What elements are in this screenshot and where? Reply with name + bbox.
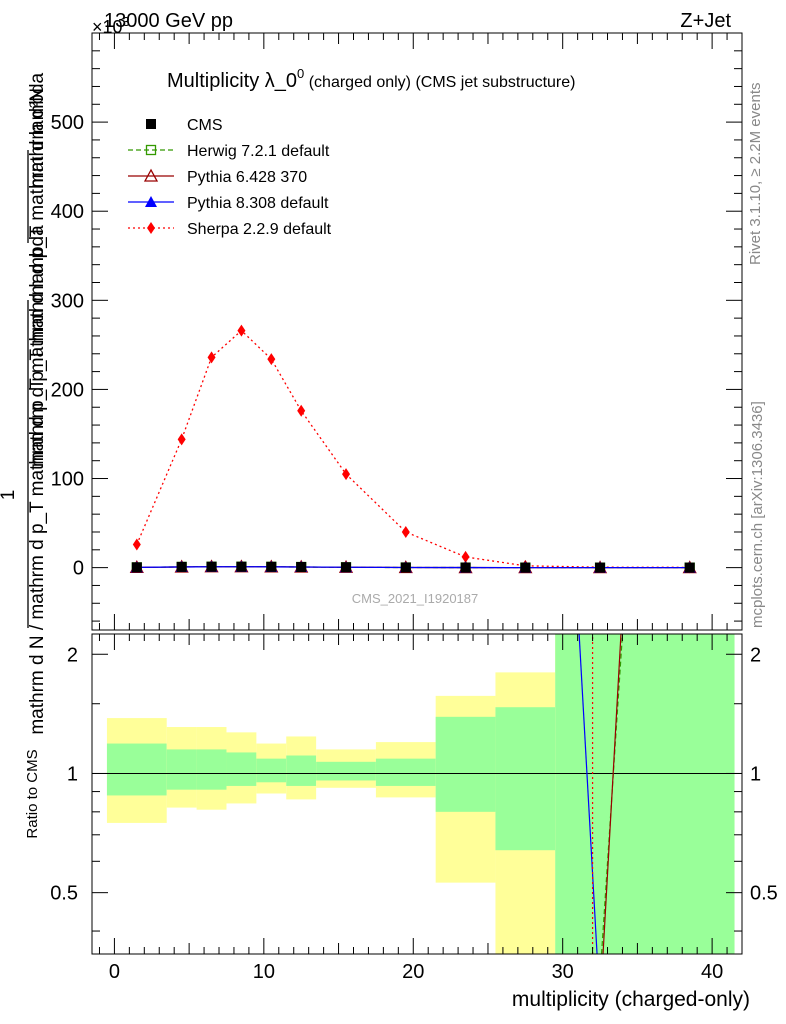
band-green (316, 761, 376, 781)
legend-label: Pythia 6.428 370 (187, 169, 307, 186)
legend-marker (143, 168, 159, 182)
data-point (684, 562, 695, 573)
legend-entry: Sherpa 2.2.9 default (128, 221, 332, 238)
header-process: Z+Jet (680, 10, 731, 32)
data-point (177, 433, 186, 446)
data-point (461, 550, 470, 563)
series-sherpa-2-2-9-default (132, 324, 694, 574)
plot-title: Multiplicity λ_00 (charged only) (CMS je… (167, 66, 575, 92)
data-point (236, 561, 247, 572)
y-label-numerator: mathrm d²N (27, 88, 48, 188)
legend-label: Pythia 8.308 default (187, 195, 329, 212)
band-green (435, 716, 496, 812)
data-point (460, 562, 471, 573)
y-tick-label: 500 (51, 112, 84, 134)
data-point (237, 324, 246, 337)
y-scale-exponent: ×103 (92, 14, 130, 37)
y-label-one: 1 (0, 490, 19, 501)
legend: CMS Herwig 7.2.1 default Pythia 6.428 370 P… (128, 117, 332, 238)
x-tick-label: 40 (701, 961, 723, 983)
main-plot-frame (91, 32, 743, 631)
y-tick-label: 200 (51, 379, 84, 401)
y-tick-label: 0 (73, 558, 84, 580)
x-tick-label: 20 (402, 961, 424, 983)
band-green (196, 749, 227, 790)
legend-entry: Pythia 8.308 default (128, 195, 329, 212)
data-point (132, 538, 141, 551)
legend-entry: Herwig 7.2.1 default (128, 143, 330, 160)
x-tick-label: 10 (253, 961, 275, 983)
ratio-y-tick-label: 1 (67, 763, 78, 785)
data-point (266, 561, 277, 572)
data-point (297, 404, 306, 417)
analysis-watermark: CMS_2021_I1920187 (352, 591, 479, 606)
legend-marker (147, 222, 155, 234)
legend-entry: CMS (146, 117, 223, 134)
y-tick-label: 100 (51, 469, 84, 491)
band-green (106, 743, 167, 796)
main-y-axis-label: mathrm d²N mathrm d p_T mathrm d p_T mat… (0, 72, 48, 734)
data-point (131, 562, 142, 573)
data-point (267, 353, 276, 366)
data-point (342, 468, 351, 481)
band-green (286, 755, 317, 786)
data-point (401, 525, 410, 538)
band-green (226, 752, 257, 786)
series-cms (131, 561, 695, 573)
legend-label: CMS (187, 117, 223, 134)
rivet-label: Rivet 3.1.10, ≥ 2.2M events (747, 83, 764, 266)
data-point (207, 351, 216, 364)
y-label-denominator: mathrm d p_T mathrm d p_T mathrm d lambd… (27, 72, 48, 467)
series-line (136, 329, 690, 569)
main-axis-ticks: 0 100 200 300 400 500 (51, 33, 742, 630)
band-green (375, 758, 436, 786)
legend-marker (145, 196, 157, 207)
ratio-plot-frame (91, 633, 743, 955)
x-tick-labels: 0 10 20 30 40 (109, 961, 723, 983)
data-point (400, 562, 411, 573)
data-point (296, 562, 307, 573)
y-label-lower: mathrm d N / mathrm d p_T mathrm d p_T m… (27, 225, 48, 735)
data-point (176, 561, 187, 572)
mcplots-label: mcplots.cern.ch [arXiv:1306.3436] (749, 401, 766, 628)
ratio-mc-lines (578, 633, 624, 955)
legend-marker (145, 144, 157, 156)
header-energy: 13000 GeV pp (104, 10, 233, 32)
x-tick-label: 30 (552, 961, 574, 983)
ratio-axis-ticks: 0.5 0.5 1 1 2 2 (50, 634, 778, 954)
y-tick-label: 400 (51, 201, 84, 223)
legend-marker (146, 119, 156, 129)
ratio-line-pythia-6-428-370 (602, 633, 622, 955)
ratio-uncertainty-bands (106, 634, 735, 954)
data-point (520, 562, 531, 573)
legend-label: Herwig 7.2.1 default (187, 143, 330, 160)
y-tick-label: 300 (51, 290, 84, 312)
x-axis-label: multiplicity (charged-only) (512, 988, 750, 1011)
ratio-y-tick-label: 2 (67, 644, 78, 666)
band-green (256, 758, 287, 783)
data-point (206, 561, 217, 572)
ratio-line-pythia-8-308-default (578, 633, 598, 955)
band-green (495, 707, 556, 851)
data-point (341, 562, 352, 573)
band-green (166, 749, 197, 790)
data-point (595, 562, 606, 573)
main-series (129, 324, 697, 574)
ratio-y-tick-label-right: 1 (750, 763, 761, 785)
ratio-y-tick-label: 0.5 (50, 883, 78, 905)
ratio-y-tick-label-right: 0.5 (750, 883, 778, 905)
x-tick-label: 0 (109, 961, 120, 983)
legend-label: Sherpa 2.2.9 default (187, 221, 332, 238)
ratio-y-tick-label-right: 2 (750, 644, 761, 666)
band-green (555, 634, 735, 954)
ratio-y-label: Ratio to CMS (24, 749, 41, 838)
legend-entry: Pythia 6.428 370 (128, 168, 307, 186)
